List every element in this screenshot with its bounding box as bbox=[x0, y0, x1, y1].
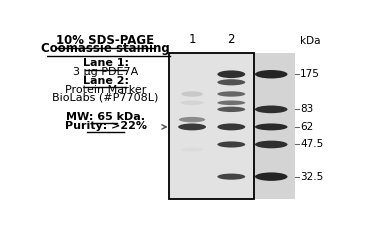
Ellipse shape bbox=[217, 123, 245, 130]
Ellipse shape bbox=[217, 70, 245, 78]
Text: 2: 2 bbox=[228, 33, 235, 46]
Ellipse shape bbox=[217, 174, 245, 180]
Text: 62: 62 bbox=[300, 122, 313, 132]
Ellipse shape bbox=[255, 70, 288, 78]
Ellipse shape bbox=[181, 100, 204, 105]
Text: Lane 1:: Lane 1: bbox=[82, 58, 129, 69]
Text: 32.5: 32.5 bbox=[300, 172, 323, 182]
Ellipse shape bbox=[217, 91, 245, 97]
Bar bbox=[254, 53, 295, 199]
Text: 3 μg PDE7A: 3 μg PDE7A bbox=[73, 67, 138, 77]
Text: MW: 65 kDa.: MW: 65 kDa. bbox=[66, 112, 145, 122]
Ellipse shape bbox=[217, 107, 245, 112]
Text: Protein Marker: Protein Marker bbox=[65, 85, 146, 95]
Text: kDa: kDa bbox=[300, 36, 320, 46]
Text: 83: 83 bbox=[300, 104, 313, 114]
Ellipse shape bbox=[255, 105, 288, 113]
Bar bbox=[169, 53, 254, 199]
Ellipse shape bbox=[255, 141, 288, 148]
Ellipse shape bbox=[217, 141, 245, 148]
Text: Purity: >22%: Purity: >22% bbox=[65, 121, 147, 131]
Ellipse shape bbox=[255, 123, 288, 130]
Text: 175: 175 bbox=[300, 69, 320, 79]
Text: 10% SDS-PAGE: 10% SDS-PAGE bbox=[56, 34, 154, 47]
Ellipse shape bbox=[217, 79, 245, 85]
Ellipse shape bbox=[255, 173, 288, 181]
Text: Lane 2:: Lane 2: bbox=[82, 76, 129, 86]
Text: 47.5: 47.5 bbox=[300, 139, 323, 149]
Text: Coomassie staining: Coomassie staining bbox=[41, 42, 170, 55]
Ellipse shape bbox=[179, 117, 205, 122]
Text: BioLabs (#P7708L): BioLabs (#P7708L) bbox=[52, 92, 159, 102]
Text: 1: 1 bbox=[188, 33, 196, 46]
Ellipse shape bbox=[181, 91, 203, 97]
Ellipse shape bbox=[178, 123, 206, 130]
Ellipse shape bbox=[217, 100, 245, 105]
Ellipse shape bbox=[181, 148, 203, 152]
